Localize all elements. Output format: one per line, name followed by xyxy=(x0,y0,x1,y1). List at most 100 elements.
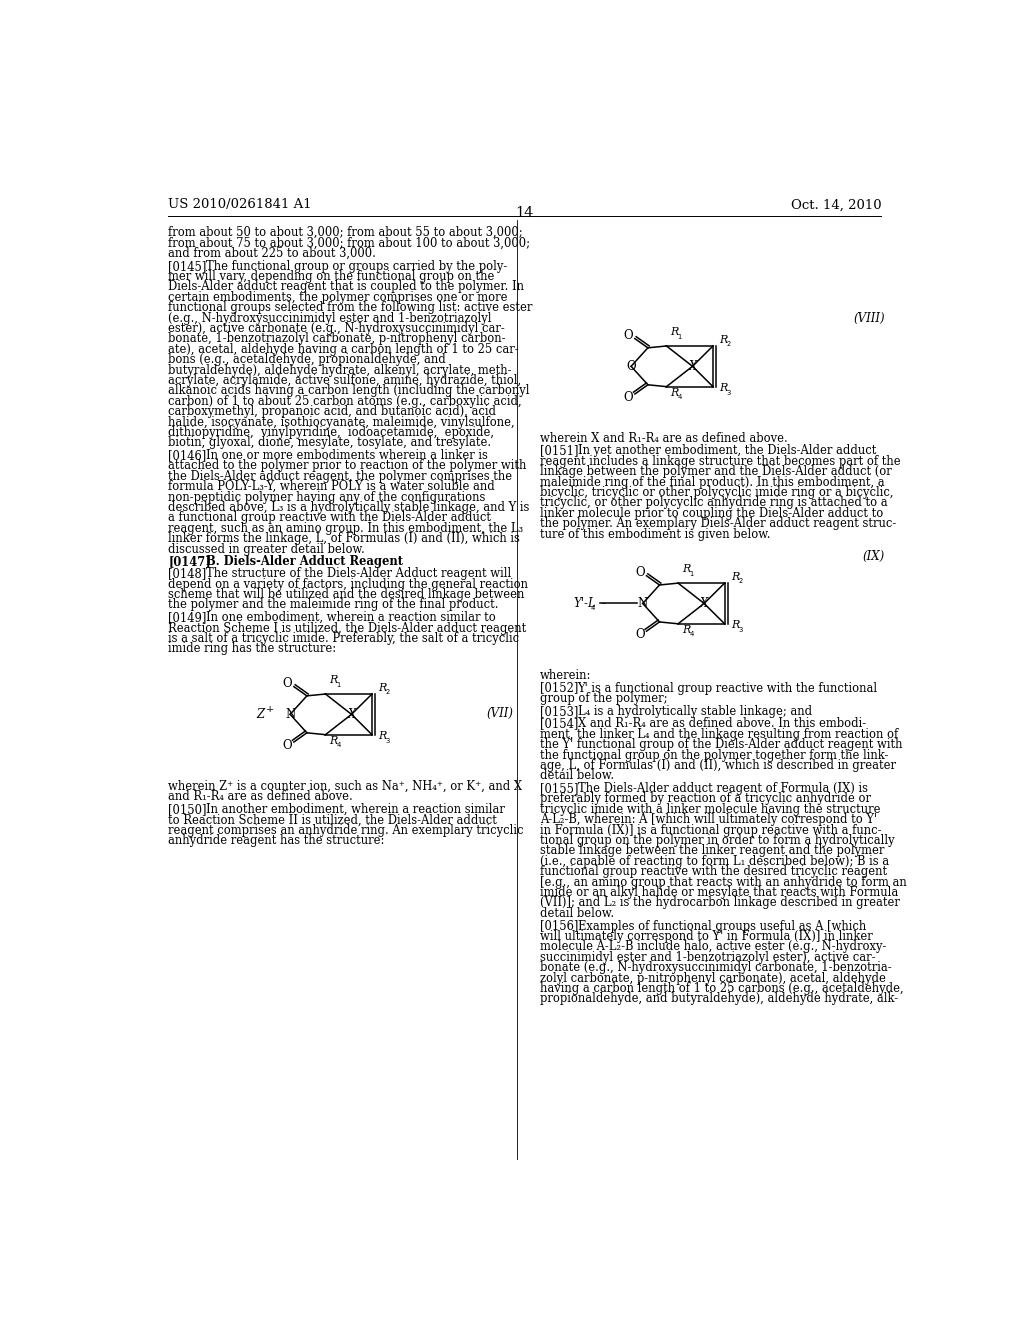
Text: $_2$: $_2$ xyxy=(737,577,743,586)
Text: $_4$: $_4$ xyxy=(336,741,342,750)
Text: the polymer and the maleimide ring of the final product.: the polymer and the maleimide ring of th… xyxy=(168,598,499,611)
Text: a functional group reactive with the Diels-Alder adduct: a functional group reactive with the Die… xyxy=(168,511,492,524)
Text: O: O xyxy=(636,628,645,640)
Text: L₄ is a hydrolytically stable linkage; and: L₄ is a hydrolytically stable linkage; a… xyxy=(578,705,812,718)
Text: carboxymethyl, propanoic acid, and butanoic acid), acid: carboxymethyl, propanoic acid, and butan… xyxy=(168,405,497,418)
Text: wherein Z⁺ is a counter ion, such as Na⁺, NH₄⁺, or K⁺, and X: wherein Z⁺ is a counter ion, such as Na⁺… xyxy=(168,780,522,793)
Text: the polymer. An exemplary Diels-Alder adduct reagent struc-: the polymer. An exemplary Diels-Alder ad… xyxy=(541,517,897,531)
Text: $_1$: $_1$ xyxy=(689,569,694,578)
Text: age, L, of Formulas (I) and (II), which is described in greater: age, L, of Formulas (I) and (II), which … xyxy=(541,759,896,772)
Text: R: R xyxy=(671,327,679,337)
Text: anhydride reagent has the structure:: anhydride reagent has the structure: xyxy=(168,834,385,847)
Text: halide, isocyanate, isothiocyanate, maleimide, vinylsulfone,: halide, isocyanate, isothiocyanate, male… xyxy=(168,416,515,429)
Text: dithiopyridine,  vinylpyridine,  iodoacetamide,  epoxide,: dithiopyridine, vinylpyridine, iodoaceta… xyxy=(168,426,495,440)
Text: the Diels-Alder adduct reagent, the polymer comprises the: the Diels-Alder adduct reagent, the poly… xyxy=(168,470,512,483)
Text: R: R xyxy=(731,620,739,631)
Text: and from about 225 to about 3,000.: and from about 225 to about 3,000. xyxy=(168,247,376,260)
Text: tricyclic, or other polycyclic anhydride ring is attached to a: tricyclic, or other polycyclic anhydride… xyxy=(541,496,888,510)
Text: tional group on the polymer in order to form a hydrolytically: tional group on the polymer in order to … xyxy=(541,834,895,847)
Text: $_3$: $_3$ xyxy=(737,626,743,635)
Text: [0156]: [0156] xyxy=(541,920,579,932)
Text: [0151]: [0151] xyxy=(541,445,579,458)
Text: $_2$: $_2$ xyxy=(726,339,732,350)
Text: [0147]: [0147] xyxy=(168,556,211,569)
Text: succinimidyl ester and 1-benzotriazolyl ester), active car-: succinimidyl ester and 1-benzotriazolyl … xyxy=(541,950,876,964)
Text: linker molecule prior to coupling the Diels-Alder adduct to: linker molecule prior to coupling the Di… xyxy=(541,507,884,520)
Text: R: R xyxy=(378,682,386,693)
Text: biotin, glyoxal, dione, mesylate, tosylate, and tresylate.: biotin, glyoxal, dione, mesylate, tosyla… xyxy=(168,437,492,449)
Text: O: O xyxy=(636,566,645,579)
Text: [0152]: [0152] xyxy=(541,681,579,694)
Text: [0150]: [0150] xyxy=(168,803,207,816)
Text: B. Diels-Alder Adduct Reagent: B. Diels-Alder Adduct Reagent xyxy=(206,556,402,569)
Text: In one embodiment, wherein a reaction similar to: In one embodiment, wherein a reaction si… xyxy=(206,611,496,624)
Text: bonate (e.g., N-hydroxysuccinimidyl carbonate, 1-benzotria-: bonate (e.g., N-hydroxysuccinimidyl carb… xyxy=(541,961,892,974)
Text: (e.g., N-hydroxysuccinimidyl ester and 1-benzotriazolyl: (e.g., N-hydroxysuccinimidyl ester and 1… xyxy=(168,312,492,325)
Text: -: - xyxy=(602,597,605,610)
Text: bons (e.g., acetaldehyde, propionaldehyde, and: bons (e.g., acetaldehyde, propionaldehyd… xyxy=(168,354,446,366)
Text: propionaldehyde, and butyraldehyde), aldehyde hydrate, alk-: propionaldehyde, and butyraldehyde), ald… xyxy=(541,993,898,1006)
Text: stable linkage between the linker reagent and the polymer: stable linkage between the linker reagen… xyxy=(541,845,885,858)
Text: R: R xyxy=(671,388,679,397)
Text: butyraldehyde), aldehyde hydrate, alkenyl, acrylate, meth-: butyraldehyde), aldehyde hydrate, alkeny… xyxy=(168,363,512,376)
Text: $_3$: $_3$ xyxy=(385,737,391,746)
Text: preferably formed by reaction of a tricyclic anhydride or: preferably formed by reaction of a tricy… xyxy=(541,792,871,805)
Text: Z: Z xyxy=(257,708,265,721)
Text: group of the polymer;: group of the polymer; xyxy=(541,692,668,705)
Text: The structure of the Diels-Alder Adduct reagent will: The structure of the Diels-Alder Adduct … xyxy=(206,568,511,581)
Text: X: X xyxy=(688,360,696,372)
Text: the Y' functional group of the Diels-Alder adduct reagent with: the Y' functional group of the Diels-Ald… xyxy=(541,738,903,751)
Text: maleimide ring of the final product). In this embodiment, a: maleimide ring of the final product). In… xyxy=(541,475,885,488)
Text: $_4$: $_4$ xyxy=(677,392,683,403)
Text: US 2010/0261841 A1: US 2010/0261841 A1 xyxy=(168,198,312,211)
Text: bicyclic, tricyclic or other polycyclic imide ring or a bicyclic,: bicyclic, tricyclic or other polycyclic … xyxy=(541,486,894,499)
Text: (i.e., capable of reacting to form L₁ described below); B is a: (i.e., capable of reacting to form L₁ de… xyxy=(541,855,890,867)
Text: N: N xyxy=(285,708,295,721)
Text: having a carbon length of 1 to 25 carbons (e.g., acetaldehyde,: having a carbon length of 1 to 25 carbon… xyxy=(541,982,904,995)
Text: will ultimately correspond to Y' in Formula (IX)] in linker: will ultimately correspond to Y' in Form… xyxy=(541,929,873,942)
Text: R: R xyxy=(330,675,338,685)
Text: The Diels-Alder adduct reagent of Formula (IX) is: The Diels-Alder adduct reagent of Formul… xyxy=(578,781,867,795)
Text: imide ring has the structure:: imide ring has the structure: xyxy=(168,643,337,655)
Text: [0155]: [0155] xyxy=(541,781,579,795)
Text: ment, the linker L₄ and the linkage resulting from reaction of: ment, the linker L₄ and the linkage resu… xyxy=(541,727,898,741)
Text: acrylate, acrylamide, active sulfone, amine, hydrazide, thiol,: acrylate, acrylamide, active sulfone, am… xyxy=(168,374,521,387)
Text: reagent includes a linkage structure that becomes part of the: reagent includes a linkage structure tha… xyxy=(541,455,901,467)
Text: Reaction Scheme I is utilized, the Diels-Alder adduct reagent: Reaction Scheme I is utilized, the Diels… xyxy=(168,622,526,635)
Text: In one or more embodiments wherein a linker is: In one or more embodiments wherein a lin… xyxy=(206,449,487,462)
Text: functional group reactive with the desired tricyclic reagent: functional group reactive with the desir… xyxy=(541,866,888,878)
Text: R: R xyxy=(719,383,727,393)
Text: [0148]: [0148] xyxy=(168,568,207,581)
Text: X: X xyxy=(347,708,355,721)
Text: O: O xyxy=(624,391,634,404)
Text: Y'-L: Y'-L xyxy=(573,597,596,610)
Text: The functional group or groups carried by the poly-: The functional group or groups carried b… xyxy=(206,260,507,273)
Text: X and R₁-R₄ are as defined above. In this embodi-: X and R₁-R₄ are as defined above. In thi… xyxy=(578,718,865,730)
Text: [0145]: [0145] xyxy=(168,260,207,273)
Text: (VII)]; and L₂ is the hydrocarbon linkage described in greater: (VII)]; and L₂ is the hydrocarbon linkag… xyxy=(541,896,900,909)
Text: [0154]: [0154] xyxy=(541,718,579,730)
Text: Oct. 14, 2010: Oct. 14, 2010 xyxy=(791,198,882,211)
Text: wherein X and R₁-R₄ are as defined above.: wherein X and R₁-R₄ are as defined above… xyxy=(541,432,788,445)
Text: +: + xyxy=(266,705,274,714)
Text: certain embodiments, the polymer comprises one or more: certain embodiments, the polymer compris… xyxy=(168,290,508,304)
Text: $_4$: $_4$ xyxy=(590,603,596,612)
Text: linkage between the polymer and the Diels-Alder adduct (or: linkage between the polymer and the Diel… xyxy=(541,465,892,478)
Text: $_1$: $_1$ xyxy=(677,331,683,342)
Text: zolyl carbonate, p-nitrophenyl carbonate), acetal, aldehyde: zolyl carbonate, p-nitrophenyl carbonate… xyxy=(541,972,886,985)
Text: detail below.: detail below. xyxy=(541,907,614,920)
Text: reagent comprises an anhydride ring. An exemplary tricyclic: reagent comprises an anhydride ring. An … xyxy=(168,824,524,837)
Text: (VII): (VII) xyxy=(486,706,513,719)
Text: mer will vary, depending on the functional group on the: mer will vary, depending on the function… xyxy=(168,271,495,282)
Text: O: O xyxy=(283,677,293,690)
Text: imide or an alkyl halide or mesylate that reacts with Formula: imide or an alkyl halide or mesylate tha… xyxy=(541,886,898,899)
Text: wherein:: wherein: xyxy=(541,669,592,682)
Text: R: R xyxy=(330,735,338,746)
Text: discussed in greater detail below.: discussed in greater detail below. xyxy=(168,543,365,556)
Text: R: R xyxy=(682,564,690,574)
Text: formula POLY-L₃-Y, wherein POLY is a water soluble and: formula POLY-L₃-Y, wherein POLY is a wat… xyxy=(168,480,495,494)
Text: ate), acetal, aldehyde having a carbon length of 1 to 25 car-: ate), acetal, aldehyde having a carbon l… xyxy=(168,343,519,356)
Text: In yet another embodiment, the Diels-Alder adduct: In yet another embodiment, the Diels-Ald… xyxy=(578,445,876,458)
Text: from about 50 to about 3,000; from about 55 to about 3,000;: from about 50 to about 3,000; from about… xyxy=(168,226,523,239)
Text: O: O xyxy=(283,739,293,751)
